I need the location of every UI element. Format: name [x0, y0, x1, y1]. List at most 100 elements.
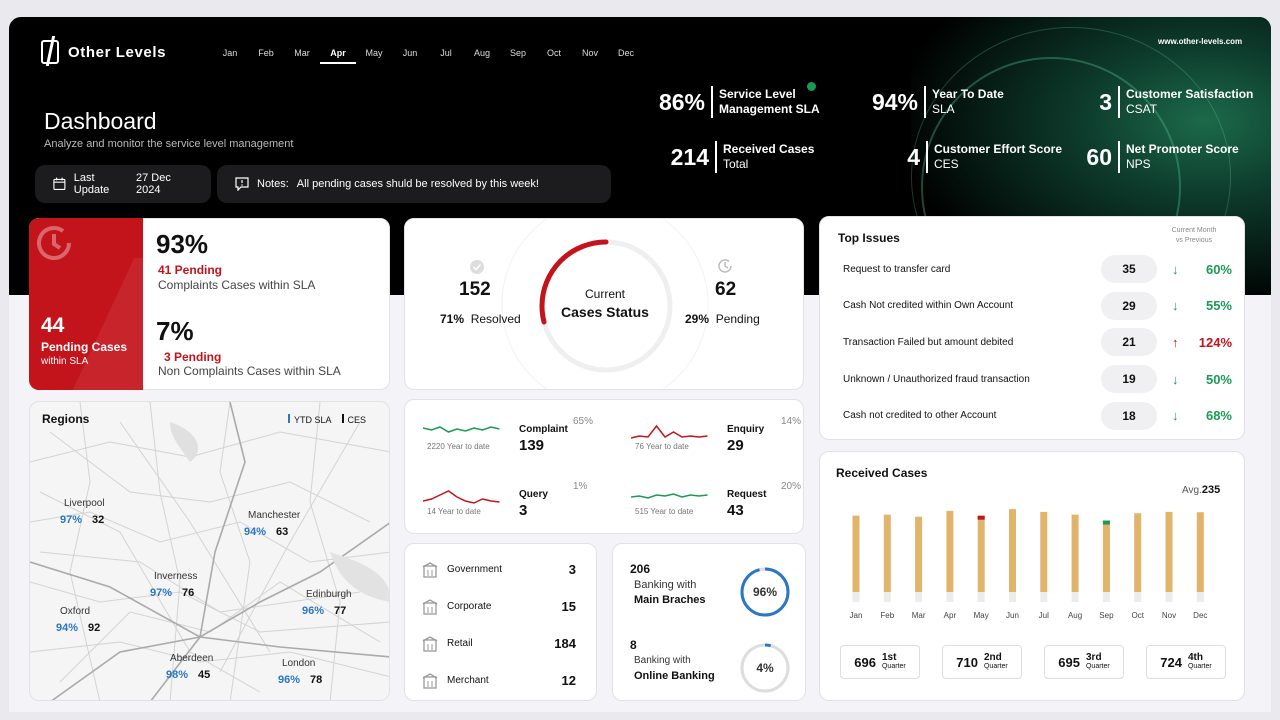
kpi-csat: 3 Customer Satisfaction CSAT — [1080, 86, 1253, 118]
segment-name: Merchant — [447, 675, 489, 686]
complaints-desc: Complaints Cases within SLA — [158, 278, 316, 292]
issue-count: 21 — [1101, 328, 1157, 357]
kpi-value: 3 — [1099, 88, 1112, 115]
quarter-box: 724 4th Quarter — [1146, 645, 1226, 679]
city-name[interactable]: Inverness — [154, 571, 198, 582]
month-tab-may[interactable]: May — [365, 48, 383, 58]
kpi-sublabel: Management SLA — [719, 102, 820, 116]
issue-count: 29 — [1101, 291, 1157, 320]
brand-logo[interactable]: Other Levels — [41, 40, 166, 64]
bar-marker-may — [977, 515, 985, 520]
sparkline-enquiry — [631, 424, 708, 439]
case-types-card: 2220 Year to date Complaint 139 65% 76 Year … — [404, 399, 804, 534]
city-name[interactable]: Liverpool — [64, 498, 105, 509]
month-tab-feb[interactable]: Feb — [258, 48, 274, 58]
city-name[interactable]: Edinburgh — [306, 589, 352, 600]
bar-jul — [1040, 511, 1048, 592]
quarter-value: 724 — [1160, 654, 1182, 670]
month-tab-sep[interactable]: Sep — [509, 48, 526, 58]
last-update-pill: Last Update 27 Dec 2024 — [35, 165, 211, 203]
bar-label-sep: Sep — [1099, 611, 1114, 620]
type-name: Complaint — [519, 424, 568, 435]
month-tab-nov[interactable]: Nov — [581, 48, 598, 58]
kpi-sublabel: CSAT — [1126, 102, 1158, 116]
sparkline-request — [631, 493, 708, 499]
legend-ces: CES — [341, 414, 366, 425]
website-url[interactable]: www.other-levels.com — [1158, 37, 1243, 46]
quarter-box: 710 2nd Quarter — [942, 645, 1022, 679]
logo-icon — [41, 40, 59, 64]
bar-may — [977, 515, 985, 592]
bar-nov — [1165, 511, 1173, 592]
kpi-nps: 60 Net Promoter Score NPS — [1080, 141, 1239, 173]
bar-base-aug — [1071, 592, 1079, 602]
issue-label: Transaction Failed but amount debited — [843, 336, 1014, 348]
issue-row[interactable]: Unknown / Unauthorized fraud transaction… — [820, 365, 1244, 394]
city-name[interactable]: London — [282, 658, 316, 669]
issues-col-label-1: Current Month — [1171, 227, 1217, 234]
regions-map[interactable] — [30, 402, 390, 701]
month-tab-mar[interactable]: Mar — [294, 48, 310, 58]
issue-row[interactable]: Cash not credited to other Account 18 ↓ 68% — [820, 401, 1244, 430]
brand-name: Other Levels — [68, 43, 167, 61]
received-cases-card: Received Cases Avg.235 Jan Feb Mar Apr May Ju… — [819, 451, 1245, 701]
bar-base-feb — [883, 592, 891, 602]
segment-row[interactable]: Government 3 — [405, 560, 596, 582]
segment-row[interactable]: Merchant 12 — [405, 671, 596, 693]
issue-row[interactable]: Request to transfer card 35 ↓ 60% — [820, 255, 1244, 283]
month-tab-apr[interactable]: Apr — [320, 48, 356, 64]
banking-line1: Banking with — [634, 579, 697, 591]
city-name[interactable]: Aberdeen — [170, 653, 214, 664]
month-tab-oct[interactable]: Oct — [546, 48, 561, 58]
bar-jan — [852, 515, 860, 592]
month-tab-jan[interactable]: Jan — [222, 48, 238, 58]
kpi-sublabel: CES — [934, 157, 959, 171]
segment-value: 184 — [554, 636, 576, 651]
bar-dec — [1196, 512, 1204, 592]
city-name[interactable]: Manchester — [248, 510, 301, 521]
clock-refresh-icon — [37, 226, 71, 260]
month-tab-jun[interactable]: Jun — [402, 48, 418, 58]
city-name[interactable]: Oxford — [60, 606, 91, 617]
bar-aug — [1071, 514, 1079, 592]
city-sla: 96% — [302, 605, 325, 617]
month-tab-jul[interactable]: Jul — [440, 48, 452, 58]
pending-count: 44 — [41, 314, 65, 337]
segment-row[interactable]: Corporate 15 — [405, 597, 596, 619]
issue-count: 19 — [1101, 365, 1157, 394]
issues-col-label-2: vs Previous — [1175, 237, 1213, 244]
issue-row[interactable]: Cash Not credited within Own Account 29 ↓ 5… — [820, 291, 1244, 320]
avg-label: Avg. — [1182, 485, 1202, 496]
city-sla: 97% — [150, 587, 173, 599]
kpi-label: Customer Satisfaction — [1126, 87, 1254, 101]
bar-label-jul: Jul — [1039, 611, 1049, 620]
kpi-sublabel: SLA — [932, 102, 955, 116]
calendar-icon — [53, 177, 66, 191]
segment-row[interactable]: Retail 184 — [405, 634, 596, 656]
banking-ring: 96% — [740, 567, 790, 617]
arrow-down-icon: ↓ — [1172, 261, 1179, 277]
resolved-pct: 71% — [440, 312, 465, 326]
quarter-value: 696 — [854, 654, 876, 670]
complaints-pct: 93% — [156, 229, 209, 259]
month-tab-aug[interactable]: Aug — [473, 48, 490, 58]
month-tab-dec[interactable]: Dec — [617, 48, 634, 58]
bar-base-dec — [1196, 592, 1204, 602]
notes-label: Notes: — [257, 178, 289, 190]
segment-name: Retail — [447, 638, 473, 649]
top-issues-card: Top Issues Current Month vs Previous Requ… — [819, 216, 1245, 440]
issue-label: Cash not credited to other Account — [843, 410, 997, 422]
type-name: Request — [727, 489, 767, 500]
type-name: Enquiry — [727, 424, 765, 435]
arrow-down-icon: ↓ — [1172, 408, 1179, 424]
status-donut — [539, 239, 673, 373]
bar-label-oct: Oct — [1131, 611, 1144, 620]
received-title: Received Cases — [836, 466, 928, 480]
issue-row[interactable]: Transaction Failed but amount debited 21 ↑… — [820, 328, 1244, 357]
segment-value: 15 — [561, 599, 576, 614]
type-value: 29 — [727, 437, 744, 454]
bar-label-feb: Feb — [880, 611, 894, 620]
issue-change: 50% — [1205, 371, 1232, 387]
bar-label-jan: Jan — [850, 611, 863, 620]
segments-card: Government 3 Corporate 15 Retail 184 Merchant 1… — [404, 543, 597, 701]
